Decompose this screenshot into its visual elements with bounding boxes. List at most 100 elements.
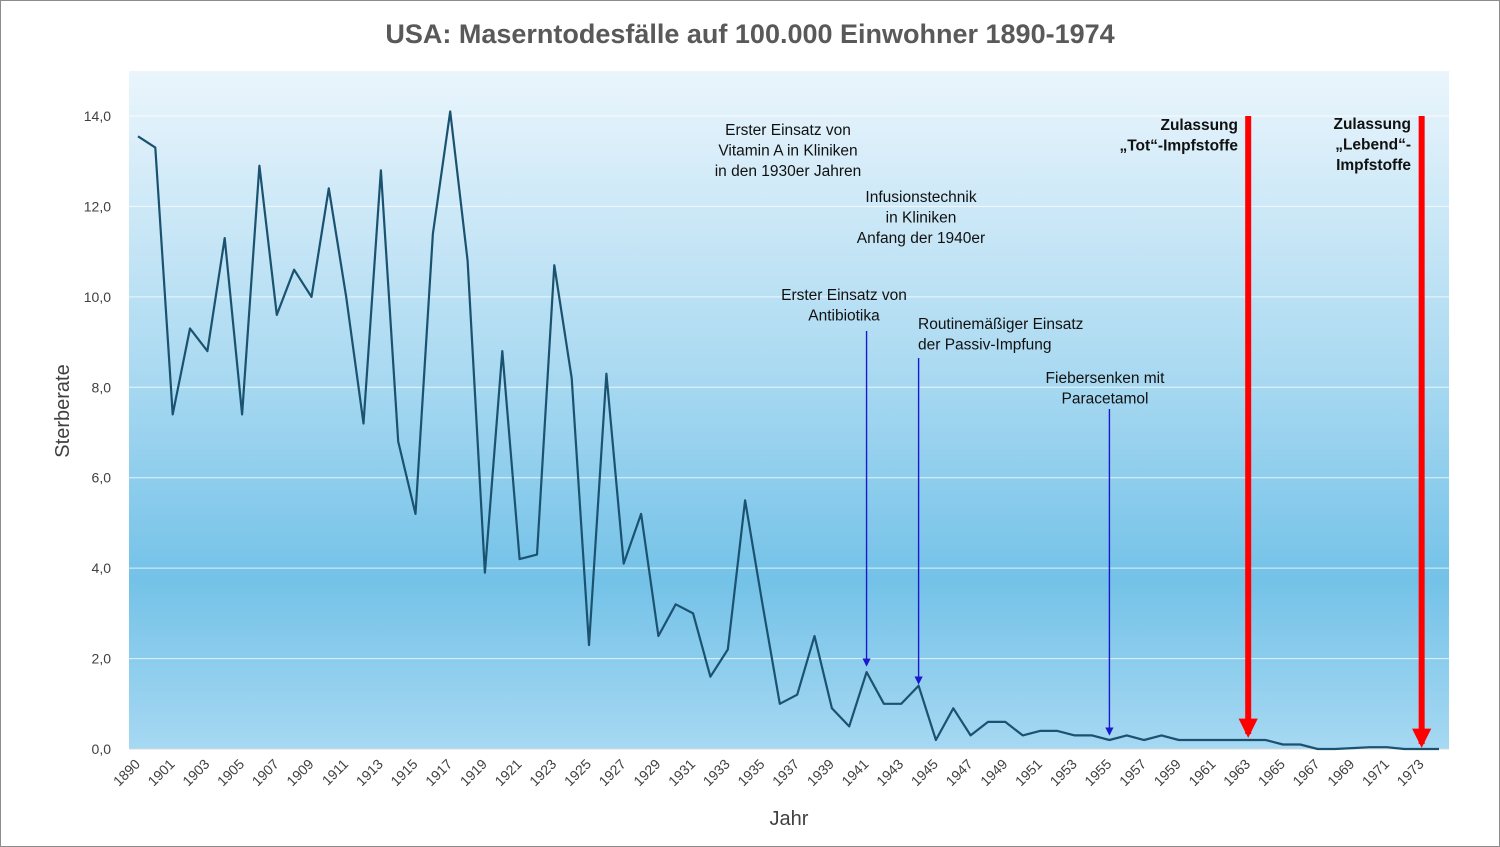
data-point	[310, 296, 312, 298]
x-tick-label: 1921	[491, 756, 524, 789]
x-tick-label: 1973	[1393, 756, 1426, 789]
data-point	[709, 676, 711, 678]
annotation-text: Vitamin A in Kliniken	[718, 143, 857, 160]
data-point	[1195, 739, 1197, 741]
data-point	[501, 350, 503, 352]
data-point	[1022, 734, 1024, 736]
x-tick-label: 1971	[1359, 756, 1392, 789]
data-point	[640, 513, 642, 515]
annotation-text: in den 1930er Jahren	[715, 163, 862, 180]
data-point	[345, 296, 347, 298]
x-tick-label: 1933	[700, 756, 733, 789]
x-tick-label: 1929	[630, 756, 663, 789]
data-point	[1386, 746, 1388, 748]
x-tick-label: 1907	[249, 756, 282, 789]
x-tick-label: 1903	[179, 756, 212, 789]
data-point	[1351, 747, 1353, 749]
annotation-text: Erster Einsatz von	[781, 287, 907, 304]
annotation-text: in Kliniken	[886, 210, 957, 227]
data-point	[1316, 748, 1318, 750]
data-point	[1178, 739, 1180, 741]
data-point	[1004, 721, 1006, 723]
data-point	[293, 269, 295, 271]
data-point	[692, 612, 694, 614]
data-point	[796, 694, 798, 696]
data-point	[1368, 746, 1370, 748]
x-axis-ticks: 1890 1901 1903 1905 1907 1909 1911 1913 1915 1917…	[110, 756, 1427, 789]
data-point	[1143, 739, 1145, 741]
data-point	[536, 553, 538, 555]
x-tick-label: 1890	[110, 756, 143, 789]
x-tick-label: 1947	[942, 756, 975, 789]
x-tick-label: 1949	[977, 756, 1010, 789]
data-point	[657, 635, 659, 637]
data-point	[380, 169, 382, 171]
x-tick-label: 1925	[561, 756, 594, 789]
data-point	[1299, 743, 1301, 745]
x-tick-label: 1905	[214, 756, 247, 789]
x-tick-label: 1967	[1289, 756, 1322, 789]
x-tick-label: 1939	[804, 756, 837, 789]
data-point	[848, 725, 850, 727]
annotation-text: der Passiv-Impfung	[918, 337, 1052, 354]
data-point	[154, 146, 156, 148]
annotation-text: „Tot“-Impfstoffe	[1119, 138, 1238, 155]
y-tick-label: 0,0	[92, 741, 112, 757]
data-point	[206, 350, 208, 352]
data-point	[1160, 734, 1162, 736]
data-point	[605, 373, 607, 375]
y-tick-label: 10,0	[84, 289, 111, 305]
data-point	[571, 377, 573, 379]
annotations-layer: Erster Einsatz von Vitamin A in Kliniken i…	[715, 116, 1432, 748]
data-point	[241, 413, 243, 415]
data-point	[623, 562, 625, 564]
x-tick-label: 1957	[1116, 756, 1149, 789]
data-point	[865, 671, 867, 673]
annotation-text: Infusionstechnik	[865, 189, 976, 206]
gridlines	[129, 115, 1449, 750]
x-tick-label: 1917	[422, 756, 455, 789]
x-tick-label: 1931	[665, 756, 698, 789]
y-axis-ticks: 0,0 2,0 4,0 6,0 8,0 10,0 12,0 14,0	[84, 108, 111, 757]
data-point	[137, 135, 139, 137]
annotation-text: Fiebersenken mit	[1046, 370, 1166, 387]
y-tick-label: 6,0	[92, 470, 112, 486]
x-tick-label: 1941	[838, 756, 871, 789]
data-point	[987, 721, 989, 723]
y-tick-label: 4,0	[92, 560, 112, 576]
annotation-text: Routinemäßiger Einsatz	[918, 316, 1083, 333]
y-tick-label: 8,0	[92, 379, 112, 395]
data-point	[1247, 739, 1249, 741]
data-point	[518, 558, 520, 560]
x-tick-label: 1927	[595, 756, 628, 789]
data-point	[1403, 748, 1405, 750]
data-point	[969, 734, 971, 736]
series-layer	[137, 110, 1439, 751]
x-tick-label: 1961	[1185, 756, 1218, 789]
y-tick-label: 12,0	[84, 198, 111, 214]
x-tick-label: 1969	[1324, 756, 1357, 789]
x-tick-label: 1919	[457, 756, 490, 789]
data-point	[397, 440, 399, 442]
data-point	[917, 685, 919, 687]
x-tick-label: 1953	[1046, 756, 1079, 789]
series-line	[137, 110, 1439, 751]
data-point	[1039, 730, 1041, 732]
annotation-text: Paracetamol	[1061, 391, 1148, 408]
x-tick-label: 1955	[1081, 756, 1114, 789]
x-tick-label: 1951	[1012, 756, 1045, 789]
y-axis-title: Sterberate	[52, 364, 74, 457]
data-point	[258, 165, 260, 167]
x-tick-label: 1965	[1255, 756, 1288, 789]
data-point	[328, 187, 330, 189]
data-point	[761, 603, 763, 605]
data-point	[727, 648, 729, 650]
data-point	[744, 499, 746, 501]
y-tick-label: 14,0	[84, 108, 111, 124]
data-point	[414, 513, 416, 515]
data-point	[484, 572, 486, 574]
annotation-text: Impfstoffe	[1336, 157, 1411, 174]
data-point	[449, 110, 451, 112]
